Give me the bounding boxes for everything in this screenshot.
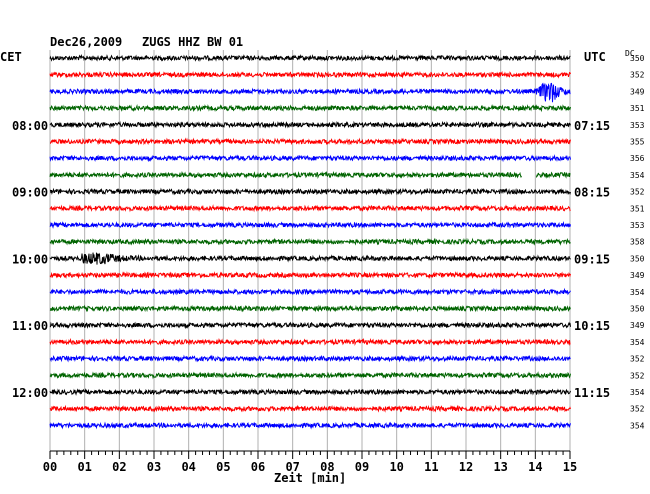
trace-rows (49, 53, 571, 430)
dc-value-label: 352 (630, 355, 645, 364)
trace-row-15 (49, 304, 571, 313)
trace-row-21 (49, 404, 571, 413)
dc-value-label: 351 (630, 204, 645, 213)
left-time-labels: 08:00 09:00 10:00 11:00 12:00 (12, 119, 48, 400)
trace-row-4 (49, 120, 571, 129)
x-axis-ticks: 00 01 02 03 04 05 06 07 08 09 10 11 12 13 14 15 (43, 451, 577, 474)
right-time-label: 07:15 (574, 119, 610, 133)
dc-value-label: 350 (630, 305, 645, 314)
dc-value-label: 354 (630, 288, 645, 297)
trace-row-3 (49, 104, 571, 113)
station-label: ZUGS HHZ BW 01 (142, 35, 243, 49)
left-time-label: 09:00 (12, 186, 48, 200)
x-tick-label: 02 (112, 460, 126, 474)
x-tick-label: 03 (147, 460, 161, 474)
trace-row-10 (49, 220, 571, 229)
dc-value-label: 349 (630, 87, 645, 96)
dc-value-labels: 350 352 349 351 353 355 356 354 352 351 353 358 350 3… (630, 54, 645, 430)
right-time-labels: 07:15 08:15 09:15 10:15 11:15 (574, 119, 610, 400)
trace-row-11 (49, 237, 571, 246)
dc-value-label: 354 (630, 388, 645, 397)
right-time-label: 08:15 (574, 186, 610, 200)
x-axis-label: Zeit [min] (274, 471, 346, 485)
trace-row-1 (49, 70, 571, 79)
right-time-label: 09:15 (574, 252, 610, 266)
dc-value-label: 356 (630, 154, 645, 163)
minute-grid (49, 50, 571, 451)
cet-label: CET (0, 50, 22, 64)
x-tick-label: 09 (355, 460, 369, 474)
dc-header: DC (625, 49, 635, 58)
trace-row-8 (49, 187, 571, 196)
trace-row-0 (49, 53, 571, 62)
left-time-label: 08:00 (12, 119, 48, 133)
x-tick-label: 06 (251, 460, 265, 474)
trace-row-5 (50, 137, 571, 146)
dc-value-label: 352 (630, 405, 645, 414)
x-tick-label: 00 (43, 460, 57, 474)
x-tick-label: 12 (459, 460, 473, 474)
dc-value-label: 354 (630, 338, 645, 347)
trace-row-18 (49, 354, 571, 363)
right-time-label: 11:15 (574, 386, 610, 400)
dc-value-label: 353 (630, 221, 645, 230)
dc-value-label: 353 (630, 121, 645, 130)
date-label: Dec26,2009 (50, 35, 122, 49)
left-time-label: 11:00 (12, 319, 48, 333)
dc-value-label: 352 (630, 188, 645, 197)
dc-value-label: 349 (630, 321, 645, 330)
x-tick-label: 01 (77, 460, 91, 474)
right-time-label: 10:15 (574, 319, 610, 333)
dc-value-label: 349 (630, 271, 645, 280)
dc-value-label: 350 (630, 254, 645, 263)
dc-value-label: 355 (630, 138, 645, 147)
x-tick-label: 11 (424, 460, 438, 474)
trace-row-7 (49, 170, 571, 180)
x-tick-label: 14 (528, 460, 542, 474)
trace-row-16 (49, 321, 571, 330)
x-tick-label: 10 (389, 460, 403, 474)
trace-row-20 (49, 388, 571, 396)
trace-row-2 (49, 82, 571, 103)
trace-row-12 (49, 252, 571, 265)
x-tick-label: 05 (216, 460, 230, 474)
x-tick-label: 04 (181, 460, 195, 474)
dc-value-label: 350 (630, 54, 645, 63)
trace-row-22 (49, 421, 571, 430)
trace-row-14 (49, 287, 571, 296)
x-tick-label: 15 (563, 460, 577, 474)
trace-row-13 (49, 271, 571, 280)
dc-value-label: 351 (630, 104, 645, 113)
left-time-label: 12:00 (12, 386, 48, 400)
trace-row-6 (49, 154, 571, 163)
dc-value-label: 354 (630, 171, 645, 180)
trace-row-17 (49, 337, 571, 347)
x-tick-label: 07 (285, 460, 299, 474)
utc-label: UTC (584, 50, 606, 64)
x-tick-label: 08 (320, 460, 334, 474)
dc-value-label: 352 (630, 371, 645, 380)
x-tick-label: 13 (493, 460, 507, 474)
left-time-label: 10:00 (12, 252, 48, 266)
dc-value-label: 354 (630, 421, 645, 430)
trace-row-19 (49, 371, 571, 380)
dc-value-label: 352 (630, 71, 645, 80)
trace-row-9 (49, 204, 571, 213)
dc-value-label: 358 (630, 238, 645, 247)
